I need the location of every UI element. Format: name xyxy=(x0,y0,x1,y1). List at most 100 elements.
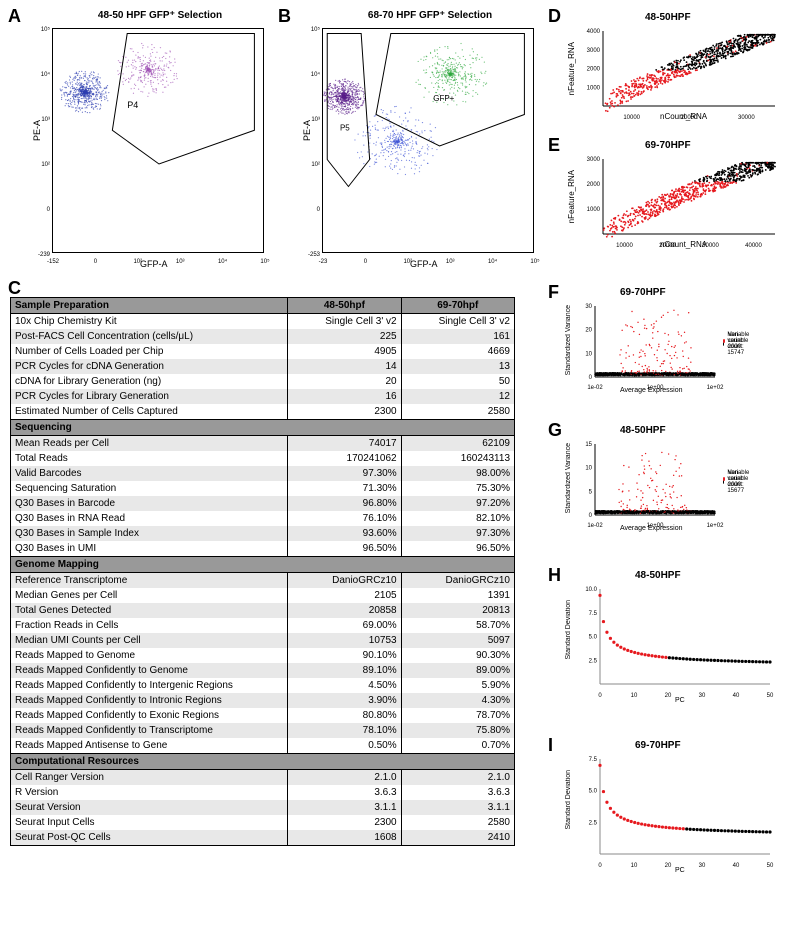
table-cell: 14 xyxy=(288,359,401,374)
table-cell: 93.60% xyxy=(288,526,401,541)
elbow-h-svg: 010203040502.55.07.510.0 xyxy=(575,584,775,699)
table-cell: 0.50% xyxy=(288,738,401,754)
panel-a-label: A xyxy=(8,6,21,27)
panel-h-title: 48-50HPF xyxy=(635,570,681,581)
table-cell: 16 xyxy=(288,389,401,404)
panel-g-label: G xyxy=(548,420,562,441)
svg-text:2000: 2000 xyxy=(587,182,601,188)
table-cell: Reads Mapped Confidently to Genome xyxy=(11,663,288,678)
panel-d-ylabel: nFeature_RNA xyxy=(567,42,576,95)
panel-i-title: 69-70HPF xyxy=(635,740,681,751)
table-cell: Sequencing Saturation xyxy=(11,481,288,496)
panel-b-title: 68-70 HPF GFP⁺ Selection xyxy=(330,10,530,21)
svg-text:10⁴: 10⁴ xyxy=(488,258,498,265)
panel-g-chart: 48-50HPF 1e-021e+001e+02051015 Standardi… xyxy=(575,425,785,540)
panel-f-xlabel: Average Expression xyxy=(620,387,683,394)
table-cell: 10x Chip Chemistry Kit xyxy=(11,314,288,330)
table-cell: Reads Mapped Antisense to Gene xyxy=(11,738,288,754)
panel-f-chart: 69-70HPF 1e-021e+001e+020102030 Standard… xyxy=(575,287,785,402)
panel-i-label: I xyxy=(548,735,553,756)
table-cell: Median UMI Counts per Cell xyxy=(11,633,288,648)
table-cell: 225 xyxy=(288,329,401,344)
table-cell: Valid Barcodes xyxy=(11,466,288,481)
svg-text:10⁵: 10⁵ xyxy=(260,258,270,265)
svg-text:10⁴: 10⁴ xyxy=(311,71,321,78)
table-cell: 98.00% xyxy=(401,466,514,481)
table-cell: Seurat Version xyxy=(11,800,288,815)
legend-item: Variable count: 2000 xyxy=(723,332,752,350)
legend-text: Variable count: 2000 xyxy=(728,332,752,350)
table-cell: 78.70% xyxy=(401,708,514,723)
svg-text:-23: -23 xyxy=(319,259,328,265)
svg-text:10000: 10000 xyxy=(616,243,633,249)
panel-b-chart: P5GFP+-23010²10³10⁴10⁵-253010²10³10⁴10⁵ xyxy=(322,28,534,253)
table-cell: 78.10% xyxy=(288,723,401,738)
table-cell: Q30 Bases in RNA Read xyxy=(11,511,288,526)
table-cell: 69.00% xyxy=(288,618,401,633)
table-cell: 4.30% xyxy=(401,693,514,708)
panel-b-ylabel: PE-A xyxy=(302,120,312,141)
panel-f-title: 69-70HPF xyxy=(620,287,666,298)
elbow-i-svg: 010203040502.55.07.5 xyxy=(575,754,775,869)
svg-text:10⁴: 10⁴ xyxy=(41,71,51,78)
svg-text:P4: P4 xyxy=(127,100,138,110)
table-cell: 3.90% xyxy=(288,693,401,708)
table-cell: Number of Cells Loaded per Chip xyxy=(11,344,288,359)
table-cell: 161 xyxy=(401,329,514,344)
panel-e-ylabel: nFeature_RNA xyxy=(567,170,576,223)
panel-g-title: 48-50HPF xyxy=(620,425,666,436)
svg-text:GFP+: GFP+ xyxy=(433,94,454,103)
table-cell: 96.50% xyxy=(401,541,514,557)
table-cell: 2580 xyxy=(401,404,514,420)
panel-f-ylabel: Standardized Variance xyxy=(565,305,572,375)
table-cell: Single Cell 3' v2 xyxy=(401,314,514,330)
table-cell: Q30 Bases in Barcode xyxy=(11,496,288,511)
svg-text:1000: 1000 xyxy=(587,207,601,213)
table-cell: 62109 xyxy=(401,436,514,452)
table-cell: 75.80% xyxy=(401,723,514,738)
table-cell: Fraction Reads in Cells xyxy=(11,618,288,633)
table-cell: 20813 xyxy=(401,603,514,618)
svg-text:4000: 4000 xyxy=(587,29,601,35)
panel-g-xlabel: Average Expression xyxy=(620,525,683,532)
table-cell: 97.30% xyxy=(401,526,514,541)
panel-f-label: F xyxy=(548,282,559,303)
legend-dot xyxy=(723,339,725,343)
svg-text:30000: 30000 xyxy=(738,115,755,121)
table-cell: 4905 xyxy=(288,344,401,359)
table-cell: Q30 Bases in UMI xyxy=(11,541,288,557)
table-cell: Median Genes per Cell xyxy=(11,588,288,603)
table-cell: 160243113 xyxy=(401,451,514,466)
table-cell: Reads Mapped to Genome xyxy=(11,648,288,663)
svg-text:0: 0 xyxy=(364,259,368,265)
table-cell: Reads Mapped Confidently to Intergenic R… xyxy=(11,678,288,693)
svg-text:40000: 40000 xyxy=(745,243,762,249)
panel-g-ylabel: Standardized Variance xyxy=(565,443,572,513)
table-cell: Total Reads xyxy=(11,451,288,466)
svg-text:0: 0 xyxy=(317,207,321,213)
table-cell: Total Genes Detected xyxy=(11,603,288,618)
table-cell: 3.1.1 xyxy=(401,800,514,815)
scatter-e-svg: 10000200003000040000100020003000 xyxy=(575,154,780,249)
table-cell: Seurat Post-QC Cells xyxy=(11,830,288,846)
table-cell: 96.50% xyxy=(288,541,401,557)
svg-text:3000: 3000 xyxy=(587,157,601,163)
panel-h-ylabel: Standard Deviation xyxy=(565,600,572,660)
variance-f-svg: 1e-021e+001e+020102030 xyxy=(575,301,720,391)
table-cell: R Version xyxy=(11,785,288,800)
table-cell: 170241062 xyxy=(288,451,401,466)
table-cell: Post-FACS Cell Concentration (cells/μL) xyxy=(11,329,288,344)
panel-b-label: B xyxy=(278,6,291,27)
panel-h-xlabel: PC xyxy=(675,697,685,704)
table-cell: Reads Mapped Confidently to Intronic Reg… xyxy=(11,693,288,708)
table-cell: 13 xyxy=(401,359,514,374)
table-cell: 90.30% xyxy=(401,648,514,663)
table-cell: 1391 xyxy=(401,588,514,603)
svg-text:10⁴: 10⁴ xyxy=(218,258,228,265)
panel-e-label: E xyxy=(548,135,560,156)
table-cell: 3.6.3 xyxy=(288,785,401,800)
legend-text: Variable count: 2000 xyxy=(728,470,752,488)
table-cell: 2300 xyxy=(288,815,401,830)
table-cell: Q30 Bases in Sample Index xyxy=(11,526,288,541)
panel-i-xlabel: PC xyxy=(675,867,685,874)
